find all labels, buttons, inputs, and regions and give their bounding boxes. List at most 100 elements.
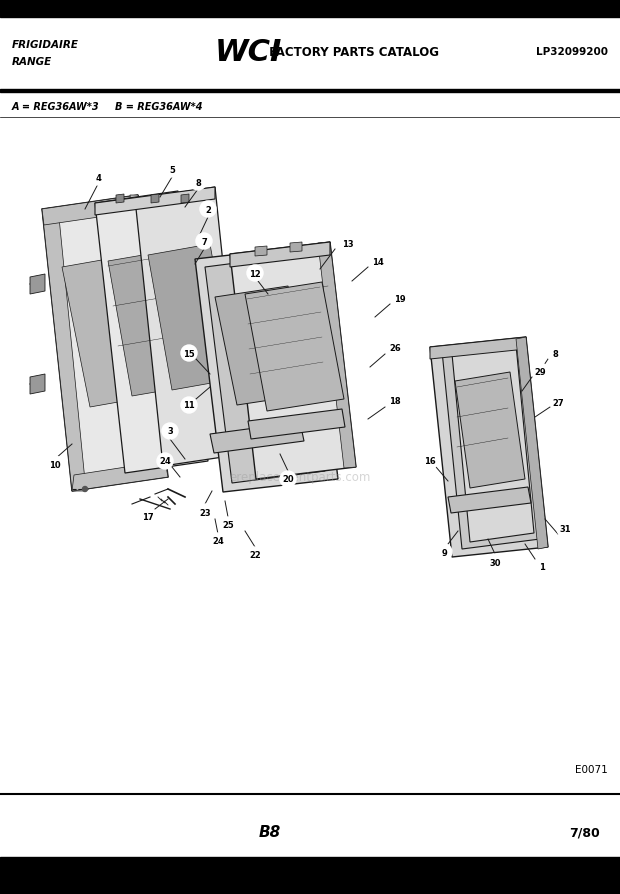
Text: 5: 5 (169, 165, 175, 174)
Text: 22: 22 (249, 551, 261, 560)
Bar (0, 0, 620, 18)
Circle shape (387, 340, 403, 356)
Polygon shape (116, 195, 124, 204)
Polygon shape (42, 207, 86, 492)
Text: 9: 9 (441, 548, 447, 557)
Circle shape (82, 487, 87, 492)
Text: 12: 12 (249, 269, 261, 278)
Circle shape (547, 346, 563, 361)
Polygon shape (181, 195, 189, 204)
Circle shape (557, 521, 573, 537)
Polygon shape (442, 342, 540, 550)
Text: B8: B8 (259, 824, 281, 839)
Polygon shape (210, 423, 304, 453)
Bar (0, 857, 620, 894)
Text: A = REG36AW*3: A = REG36AW*3 (12, 102, 100, 112)
Text: 4: 4 (95, 173, 101, 182)
Polygon shape (255, 247, 267, 257)
Circle shape (247, 547, 263, 563)
Text: RANGE: RANGE (12, 57, 52, 67)
Circle shape (422, 453, 438, 469)
Polygon shape (318, 243, 356, 468)
Text: 16: 16 (424, 457, 436, 466)
Polygon shape (430, 338, 526, 359)
Text: 24: 24 (159, 457, 171, 466)
Text: 23: 23 (199, 508, 211, 517)
Polygon shape (151, 195, 159, 204)
Polygon shape (42, 196, 168, 492)
Text: WCI: WCI (215, 38, 282, 66)
Polygon shape (30, 274, 45, 295)
Polygon shape (245, 283, 344, 411)
Circle shape (392, 291, 408, 307)
Text: 29: 29 (534, 367, 546, 376)
Polygon shape (108, 250, 196, 397)
Circle shape (190, 175, 206, 190)
Text: E0071: E0071 (575, 764, 608, 774)
Circle shape (164, 162, 180, 178)
Polygon shape (300, 246, 355, 468)
Text: 10: 10 (49, 460, 61, 469)
Circle shape (487, 554, 503, 570)
Circle shape (181, 346, 197, 361)
Text: 8: 8 (195, 178, 201, 187)
Circle shape (47, 457, 63, 472)
Polygon shape (215, 287, 310, 406)
Text: LP32099200: LP32099200 (536, 47, 608, 57)
Circle shape (436, 544, 452, 561)
Text: 26: 26 (389, 343, 401, 352)
Polygon shape (95, 192, 208, 474)
Polygon shape (42, 196, 140, 226)
Polygon shape (448, 487, 531, 513)
Polygon shape (195, 247, 338, 493)
Text: 25: 25 (222, 521, 234, 530)
Polygon shape (290, 243, 302, 253)
Text: FACTORY PARTS CATALOG: FACTORY PARTS CATALOG (265, 46, 439, 58)
Circle shape (220, 518, 236, 534)
Polygon shape (205, 256, 325, 484)
Polygon shape (248, 409, 345, 440)
Circle shape (532, 364, 548, 380)
Text: 3: 3 (167, 427, 173, 436)
Polygon shape (95, 188, 215, 215)
Text: 20: 20 (282, 475, 294, 484)
Circle shape (247, 266, 263, 282)
Circle shape (550, 394, 566, 410)
Circle shape (200, 202, 216, 218)
Text: 8: 8 (552, 350, 558, 358)
Text: 18: 18 (389, 397, 401, 406)
Polygon shape (148, 245, 234, 391)
Circle shape (280, 471, 296, 487)
Circle shape (534, 559, 550, 574)
Circle shape (157, 453, 173, 469)
Circle shape (140, 509, 156, 525)
Text: 1: 1 (539, 561, 545, 571)
Text: 15: 15 (183, 350, 195, 358)
Polygon shape (30, 375, 45, 394)
Polygon shape (516, 338, 548, 550)
Circle shape (210, 534, 226, 550)
Text: 7/80: 7/80 (569, 825, 600, 839)
Text: B = REG36AW*4: B = REG36AW*4 (115, 102, 203, 112)
Circle shape (181, 398, 197, 414)
Polygon shape (135, 188, 243, 467)
Text: 17: 17 (142, 512, 154, 521)
Text: 7: 7 (201, 237, 207, 246)
Circle shape (387, 393, 403, 409)
Text: 27: 27 (552, 398, 564, 407)
Polygon shape (230, 243, 356, 479)
Circle shape (90, 170, 106, 186)
Text: 31: 31 (559, 525, 571, 534)
Text: 11: 11 (183, 401, 195, 410)
Bar (0, 90, 620, 93)
Polygon shape (430, 338, 548, 557)
Text: FRIGIDAIRE: FRIGIDAIRE (12, 40, 79, 50)
Circle shape (340, 236, 356, 252)
Text: 24: 24 (212, 537, 224, 546)
Circle shape (162, 424, 178, 440)
Circle shape (370, 254, 386, 270)
Text: 13: 13 (342, 240, 354, 249)
Polygon shape (452, 346, 534, 543)
Polygon shape (62, 256, 158, 408)
Polygon shape (72, 461, 168, 492)
